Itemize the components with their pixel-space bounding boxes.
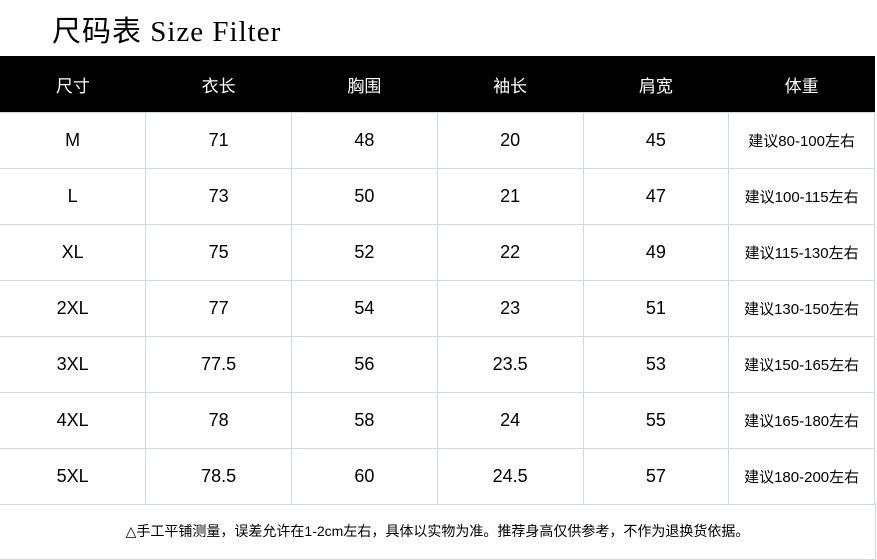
table-cell: 21	[436, 168, 584, 225]
table-cell: 75	[145, 224, 292, 281]
table-cell: 24.5	[436, 448, 584, 505]
column-header: 胸围	[291, 56, 438, 113]
table-cell: 77.5	[145, 336, 292, 393]
table-cell: 建议180-200左右	[728, 448, 875, 505]
table-cell: 5XL	[0, 448, 147, 505]
table-cell: 52	[291, 224, 438, 281]
column-header: 肩宽	[583, 56, 729, 113]
table-cell: 51	[582, 280, 730, 337]
table-cell: 47	[582, 168, 730, 225]
table-row: M 71 48 20 45 建议80-100左右	[0, 112, 875, 169]
table-cell: 71	[145, 112, 292, 169]
table-cell: XL	[0, 224, 147, 281]
table-row: 5XL 78.5 60 24.5 57 建议180-200左右	[0, 448, 875, 505]
table-cell: 建议115-130左右	[728, 224, 875, 281]
table-row: XL 75 52 22 49 建议115-130左右	[0, 224, 875, 281]
table-cell: 78	[145, 392, 292, 449]
table-cell: 57	[582, 448, 730, 505]
table-row: L 73 50 21 47 建议100-115左右	[0, 168, 875, 225]
table-cell: 78.5	[145, 448, 292, 505]
table-cell: 77	[145, 280, 292, 337]
table-cell: M	[0, 112, 147, 169]
table-cell: 50	[291, 168, 438, 225]
table-cell: 58	[291, 392, 438, 449]
table-cell: 48	[291, 112, 438, 169]
table-cell: 4XL	[0, 392, 147, 449]
table-cell: 建议80-100左右	[728, 112, 875, 169]
table-cell: 45	[582, 112, 730, 169]
table-row: 2XL 77 54 23 51 建议130-150左右	[0, 280, 875, 337]
table-cell: 23.5	[436, 336, 584, 393]
table-cell: 73	[145, 168, 292, 225]
table-cell: 23	[436, 280, 584, 337]
table-row: 4XL 78 58 24 55 建议165-180左右	[0, 392, 875, 449]
table-cell: 20	[436, 112, 584, 169]
table-cell: 49	[582, 224, 730, 281]
table-row: 3XL 77.5 56 23.5 53 建议150-165左右	[0, 336, 875, 393]
column-header: 尺寸	[0, 56, 146, 113]
header-row: 尺寸 衣长 胸围 袖长 肩宽 体重	[0, 56, 875, 113]
column-header: 袖长	[437, 56, 583, 113]
table-cell: 56	[291, 336, 438, 393]
table-cell: 53	[582, 336, 730, 393]
table-cell: L	[0, 168, 147, 225]
table-cell: 建议165-180左右	[728, 392, 875, 449]
table-cell: 2XL	[0, 280, 147, 337]
table-cell: 建议150-165左右	[728, 336, 875, 393]
table-cell: 建议130-150左右	[728, 280, 875, 337]
column-header: 衣长	[145, 56, 292, 113]
page-title: 尺码表 Size Filter	[52, 16, 282, 48]
table-cell: 60	[291, 448, 438, 505]
size-table: 尺寸 衣长 胸围 袖长 肩宽 体重 M 71 48 20 45 建议80-100左右 L 73 50 21 4…	[0, 56, 875, 505]
table-cell: 54	[291, 280, 438, 337]
table-cell: 22	[436, 224, 584, 281]
measurement-note: △手工平铺测量，误差允许在1-2cm左右，具体以实物为准。推荐身高仅供参考，不作…	[0, 503, 876, 560]
table-cell: 3XL	[0, 336, 147, 393]
table-cell: 建议100-115左右	[728, 168, 875, 225]
table-cell: 55	[582, 392, 730, 449]
table-cell: 24	[436, 392, 584, 449]
column-header: 体重	[728, 56, 875, 113]
